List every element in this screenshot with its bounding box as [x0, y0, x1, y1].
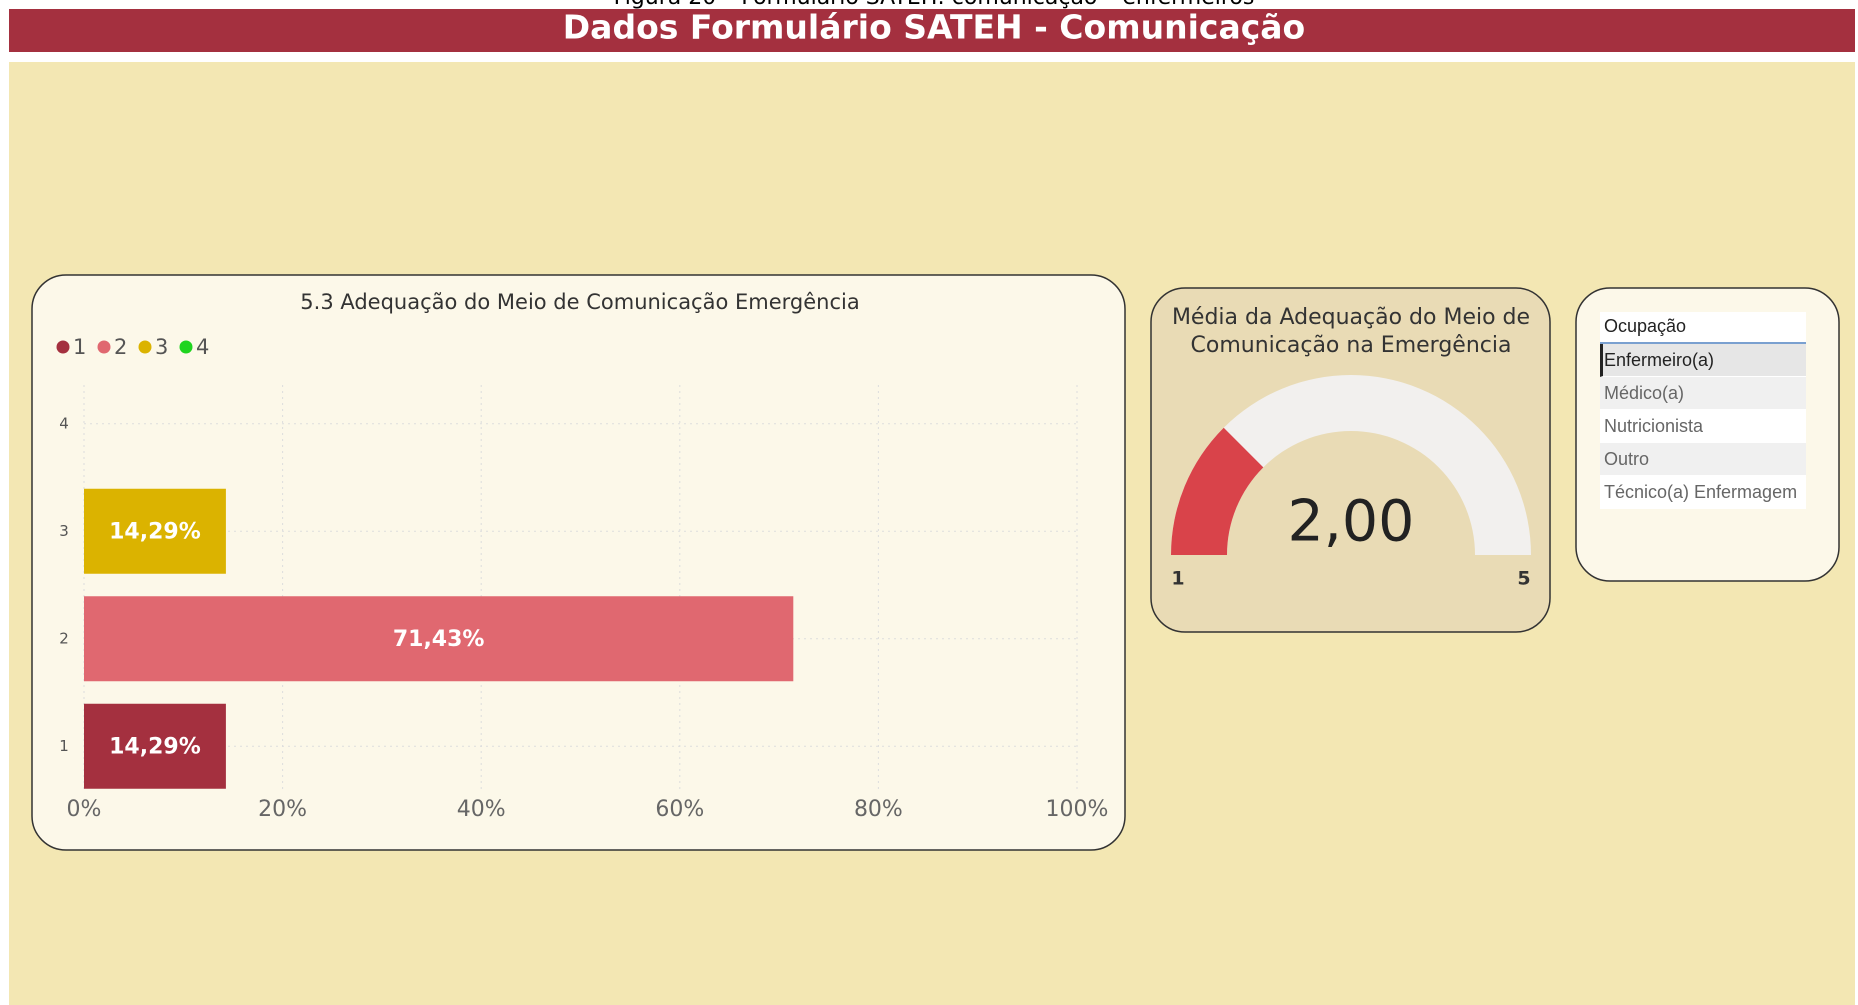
legend-swatch [97, 340, 111, 354]
x-tick-label: 0% [67, 797, 102, 822]
bar [84, 703, 226, 789]
slicer[interactable]: Ocupação Enfermeiro(a) Médico(a) Nutricion… [1600, 312, 1806, 509]
x-tick-label: 100% [1046, 797, 1109, 822]
header-bar [9, 9, 1855, 52]
bar-label: 14,29% [109, 734, 201, 759]
bar-card [31, 274, 1126, 851]
bar [84, 488, 226, 574]
bar-label: 71,43% [393, 627, 485, 652]
slicer-item[interactable]: Outro [1600, 443, 1806, 476]
y-tick-label: 4 [59, 414, 69, 432]
legend-swatch [138, 340, 152, 354]
gauge-value: 2,00 [1288, 489, 1415, 555]
slicer-item[interactable]: Médico(a) [1600, 377, 1806, 410]
slicer-item[interactable]: Enfermeiro(a) [1600, 344, 1806, 377]
gauge-card [1150, 287, 1551, 633]
legend-label: 3 [155, 335, 168, 359]
x-tick-label: 40% [457, 797, 506, 822]
legend-label: 4 [196, 335, 209, 359]
chart-title: 5.3 Adequação do Meio de Comunicação Eme… [300, 290, 859, 314]
x-tick-label: 60% [655, 797, 704, 822]
y-tick-label: 3 [59, 522, 69, 540]
gauge-title: Média da Adequação do Meio de Comunicação… [1172, 305, 1530, 358]
legend-swatch [179, 340, 193, 354]
bar-label: 14,29% [109, 519, 201, 544]
legend-label: 2 [114, 335, 127, 359]
slicer-item[interactable]: Técnico(a) Enfermagem [1600, 476, 1806, 509]
y-tick-label: 2 [59, 629, 69, 647]
gauge-min: 1 [1171, 568, 1184, 590]
legend-swatch [56, 340, 70, 354]
gauge-track [1171, 375, 1531, 555]
slicer-title: Ocupação [1600, 312, 1806, 344]
x-tick-label: 20% [258, 797, 307, 822]
bar [84, 596, 794, 682]
x-tick-label: 80% [854, 797, 903, 822]
legend-label: 1 [73, 335, 86, 359]
gauge-max: 5 [1517, 568, 1530, 590]
page-title: Dados Formulário SATEH - Comunicação [563, 8, 1305, 47]
caption: Figura 20 – Formulário SATEH: comunicaçã… [614, 0, 1255, 10]
gauge-value-arc [1171, 427, 1264, 555]
slicer-item[interactable]: Nutricionista [1600, 410, 1806, 443]
y-tick-label: 1 [59, 737, 69, 755]
